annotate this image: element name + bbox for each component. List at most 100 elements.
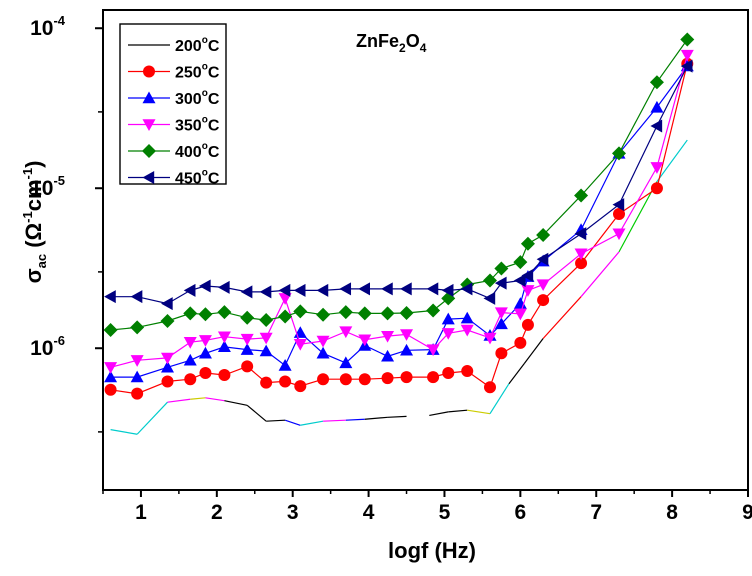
series-line-segment [110,429,138,435]
data-point [260,376,273,389]
data-point [240,333,254,346]
data-point [259,344,273,357]
data-point [161,297,173,311]
data-point [316,307,331,322]
data-point [339,326,353,339]
data-point [400,371,413,384]
data-point [400,329,414,341]
data-point [358,282,370,296]
series-450 [104,59,693,311]
x-tick-label: 7 [590,501,602,524]
legend-item-300: 300oC [128,88,220,108]
series-line-segment [523,338,544,365]
data-point [574,248,588,261]
data-point [442,367,455,380]
series-200 [110,139,688,435]
series-line-segment [246,404,267,422]
data-point [104,290,116,304]
data-point [514,336,527,349]
x-tick-label: 9 [742,501,752,524]
data-point [279,375,292,388]
series-line-segment [224,400,248,406]
data-point [104,370,118,383]
data-point [130,355,144,367]
data-point [513,297,527,309]
data-point [198,307,213,322]
data-point [574,188,589,203]
data-point [293,338,307,351]
data-point [494,307,508,320]
y-tick-label: 10-6 [30,333,65,360]
legend-marker [142,144,156,158]
data-point [161,352,174,365]
data-point [294,380,307,393]
series-400 [103,32,695,337]
legend: 200oC 250oC 300oC 350oC 400oC 450oC [119,23,227,188]
series-line-segment [136,401,168,435]
data-point [426,303,441,318]
data-point [441,328,455,340]
x-tick-label: 1 [135,501,147,524]
series-line-segment [489,383,510,414]
data-point [612,198,625,212]
series-line-segment [266,419,286,422]
data-point [259,313,274,328]
plot-frame [102,9,749,491]
data-point [241,360,254,373]
series-line-segment [508,363,525,385]
data-point [339,373,352,386]
data-point [460,282,473,296]
y-axis-title: σac (Ω-1cm-1) [20,161,49,284]
data-point [184,373,197,386]
data-point [358,334,372,347]
data-point [130,290,143,304]
data-point [293,304,308,319]
data-point [278,358,292,371]
data-point [278,283,291,297]
plot-area [103,32,695,435]
data-point [198,335,212,347]
data-point [198,279,211,293]
series-250 [104,57,694,400]
data-point [316,346,330,359]
data-point [483,291,496,305]
data-point [495,347,508,360]
data-point [183,283,196,297]
data-point [316,283,329,297]
legend-label: 400oC [175,141,220,161]
data-point [357,306,372,321]
data-point [513,255,528,270]
x-tick-label: 3 [287,501,299,524]
data-point [183,337,197,349]
legend-item-350: 350oC [128,115,220,135]
y-tick-label: 10-5 [30,173,65,200]
data-point [494,276,507,290]
data-point [317,373,330,386]
y-tick-label: 10-4 [30,13,66,40]
x-tick-label: 8 [666,501,678,524]
data-point [521,285,535,297]
data-point [513,274,526,288]
series-line-segment [656,139,688,182]
data-point [427,371,440,384]
data-point [513,308,527,321]
data-point [161,360,174,373]
x-tick-label: 5 [439,501,451,524]
series-line-segment [387,415,407,418]
data-point [494,261,509,276]
data-point [483,332,497,345]
series-line-segment [429,411,449,417]
x-tick-label: 4 [363,501,375,524]
legend-marker [142,171,155,184]
data-point [218,369,231,382]
data-point [217,340,231,353]
legend-box [119,23,227,185]
data-point [537,294,550,307]
data-point [381,372,394,385]
series-line-segment [300,420,324,426]
series-line-segment [618,181,658,253]
legend-marker [142,91,156,104]
data-point [131,387,144,400]
data-point [240,310,255,325]
data-point [183,306,198,321]
